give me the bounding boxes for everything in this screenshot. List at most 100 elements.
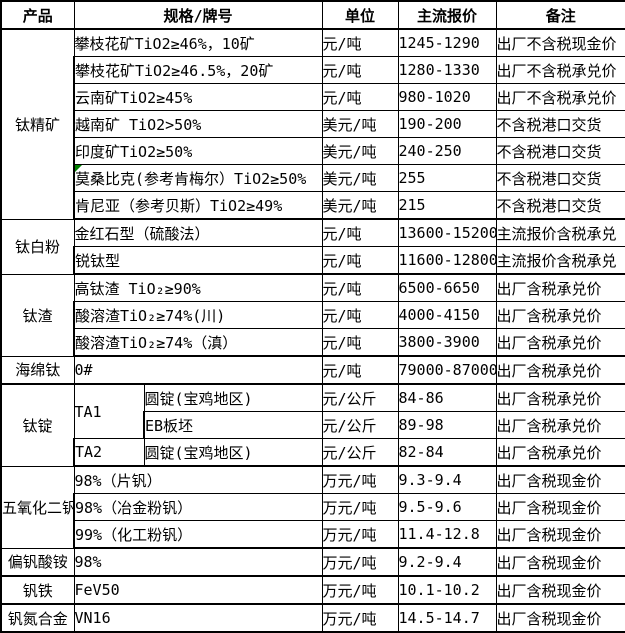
price-cell: 79000-87000 <box>397 355 497 385</box>
price-cell: 190-200 <box>397 110 497 138</box>
spec-cell: 98% <box>73 547 323 577</box>
price-cell: 4000-4150 <box>397 301 497 329</box>
note-cell: 不含税港口交货 <box>495 110 625 138</box>
product-cell: 钛精矿 <box>0 28 75 220</box>
price-cell: 11.4-12.8 <box>397 520 497 549</box>
note-cell: 出厂含税承兑价 <box>495 328 625 357</box>
header-product: 产品 <box>0 0 75 30</box>
table-row: 攀枝花矿TiO2≥46.5%，20矿 元/吨 1280-1330 出厂不含税承兑… <box>1 56 625 84</box>
price-cell: 980-1020 <box>397 83 497 111</box>
spec-cell: 攀枝花矿TiO2≥46%，10矿 <box>73 28 323 57</box>
price-cell: 10.1-10.2 <box>397 575 497 605</box>
spec-cell: 肯尼亚（参考贝斯）TiO2≥49% <box>73 191 323 220</box>
note-cell: 出厂含税现金价 <box>495 520 625 549</box>
spec-text: 莫桑比克(参考肯梅尔）TiO2≥50% <box>75 169 307 188</box>
unit-cell: 元/吨 <box>321 56 399 84</box>
header-spec: 规格/牌号 <box>73 0 323 30</box>
price-cell: 82-84 <box>397 438 497 467</box>
price-cell: 84-86 <box>397 383 497 412</box>
table-row: 五氧化二钒 98%（片钒） 万元/吨 9.3-9.4 出厂含税现金价 <box>0 465 625 549</box>
spec-cell: FeV50 <box>73 575 323 605</box>
note-cell: 出厂含税现金价 <box>495 575 625 605</box>
product-cell: 钛锭 <box>0 383 75 467</box>
product-cell: 偏钒酸铵 <box>0 547 75 577</box>
product-cell: 五氧化二钒 <box>0 465 75 549</box>
spec-cell: 98%（片钒） <box>73 465 323 494</box>
note-cell: 出厂含税现金价 <box>495 465 625 494</box>
header-row: 产品 规格/牌号 单位 主流报价 备注 <box>0 0 625 30</box>
unit-cell: 元/吨 <box>321 28 399 57</box>
spec-cell: 酸溶渣TiO₂≥74%(川) <box>73 301 323 329</box>
note-cell: 出厂含税现金价 <box>495 603 625 633</box>
unit-cell: 元/公斤 <box>321 411 399 439</box>
unit-cell: 美元/吨 <box>321 164 399 192</box>
note-cell: 出厂含税现金价 <box>495 547 625 577</box>
table-row: 钒铁 FeV50 万元/吨 10.1-10.2 出厂含税现金价 <box>0 575 625 605</box>
spec-cell: VN16 <box>73 603 323 633</box>
product-cell: 钒氮合金 <box>0 603 75 633</box>
unit-cell: 元/吨 <box>321 246 399 275</box>
note-cell: 出厂含税承兑价 <box>495 438 625 467</box>
note-cell: 出厂不含税现金价 <box>495 28 625 57</box>
unit-cell: 元/吨 <box>321 328 399 357</box>
unit-cell: 万元/吨 <box>321 603 399 633</box>
unit-cell: 元/吨 <box>321 83 399 111</box>
unit-cell: 元/吨 <box>321 218 399 247</box>
spec-cell: 98%（冶金粉钒） <box>73 493 323 521</box>
price-cell: 1245-1290 <box>397 28 497 57</box>
spec-cell: 锐钛型 <box>73 246 323 275</box>
price-cell: 11600-12800 <box>397 246 497 275</box>
product-cell: 钛白粉 <box>0 218 75 275</box>
price-cell: 215 <box>397 191 497 220</box>
note-cell: 主流报价含税承兑 <box>495 246 625 275</box>
unit-cell: 万元/吨 <box>321 547 399 577</box>
note-cell: 出厂含税承兑价 <box>495 301 625 329</box>
price-cell: 255 <box>397 164 497 192</box>
table-row: 钛锭 TA1 圆锭(宝鸡地区) 元/公斤 84-86 出厂含税承兑价 <box>0 383 625 467</box>
unit-cell: 元/公斤 <box>321 438 399 467</box>
spec-cell: 云南矿TiO2≥45% <box>73 83 323 111</box>
product-cell: 海绵钛 <box>0 355 75 385</box>
product-cell: 钒铁 <box>0 575 75 605</box>
unit-cell: 元/吨 <box>321 301 399 329</box>
table-row: 酸溶渣TiO₂≥74%(川) 元/吨 4000-4150 出厂含税承兑价 <box>1 301 625 329</box>
price-cell: 9.5-9.6 <box>397 493 497 521</box>
table-row: 钛精矿 攀枝花矿TiO2≥46%，10矿 元/吨 1245-1290 出厂不含税… <box>0 28 625 220</box>
note-cell: 出厂含税现金价 <box>495 493 625 521</box>
table-row: 肯尼亚（参考贝斯）TiO2≥49% 美元/吨 215 不含税港口交货 <box>1 191 625 220</box>
header-price: 主流报价 <box>397 0 497 30</box>
table-row: 海绵钛 0# 元/吨 79000-87000 出厂含税承兑价 <box>0 355 625 385</box>
grade-cell: TA1 <box>73 383 145 439</box>
note-cell: 出厂含税承兑价 <box>495 383 625 412</box>
table-row: 莫桑比克(参考肯梅尔）TiO2≥50% 美元/吨 255 不含税港口交货 <box>1 164 625 192</box>
header-note: 备注 <box>495 0 625 30</box>
unit-cell: 元/吨 <box>321 355 399 385</box>
table-row: TA2 圆锭(宝鸡地区) 元/公斤 82-84 出厂含税承兑价 <box>1 438 625 467</box>
header-unit: 单位 <box>321 0 399 30</box>
unit-cell: 万元/吨 <box>321 520 399 549</box>
table-row: 钛渣 高钛渣 TiO₂≥90% 元/吨 6500-6650 出厂含税承兑价 <box>0 273 625 357</box>
price-cell: 89-98 <box>397 411 497 439</box>
spec-cell: 高钛渣 TiO₂≥90% <box>73 273 323 302</box>
spec-cell: 0# <box>73 355 323 385</box>
note-cell: 出厂含税承兑价 <box>495 411 625 439</box>
grade-cell: TA2 <box>73 438 145 467</box>
unit-cell: 万元/吨 <box>321 575 399 605</box>
table-row: EB板坯 元/公斤 89-98 出厂含税承兑价 <box>1 411 625 439</box>
product-cell: 钛渣 <box>0 273 75 357</box>
note-cell: 主流报价含税承兑 <box>495 218 625 247</box>
unit-cell: 元/吨 <box>321 273 399 302</box>
unit-cell: 万元/吨 <box>321 493 399 521</box>
table-row: 印度矿TiO2≥50% 美元/吨 240-250 不含税港口交货 <box>1 137 625 165</box>
price-cell: 9.3-9.4 <box>397 465 497 494</box>
table-row: 99%（化工粉钒） 万元/吨 11.4-12.8 出厂含税现金价 <box>1 520 625 549</box>
price-cell: 13600-15200 <box>397 218 497 247</box>
note-cell: 出厂不含税承兑价 <box>495 56 625 84</box>
spec-cell: 圆锭(宝鸡地区) <box>143 438 323 467</box>
table-row: 酸溶渣TiO₂≥74%（滇） 元/吨 3800-3900 出厂含税承兑价 <box>1 328 625 357</box>
note-cell: 不含税港口交货 <box>495 191 625 220</box>
unit-cell: 美元/吨 <box>321 191 399 220</box>
note-cell: 出厂含税承兑价 <box>495 355 625 385</box>
table-row: 钛白粉 金红石型（硫酸法） 元/吨 13600-15200 主流报价含税承兑 <box>0 218 625 275</box>
